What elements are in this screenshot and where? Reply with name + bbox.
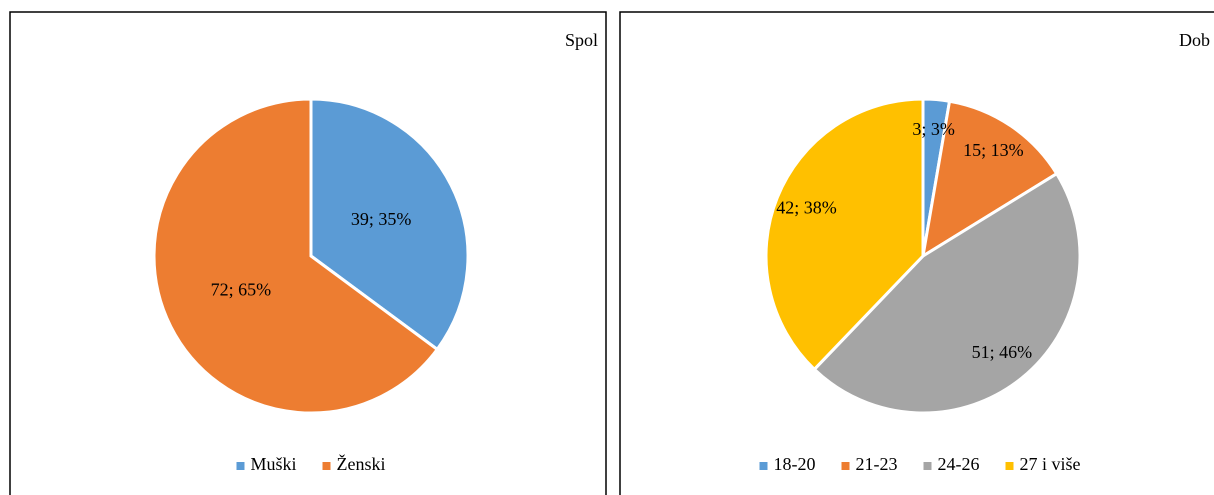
data-label: 39; 35% (351, 209, 412, 229)
legend-swatch (322, 462, 331, 470)
data-label: 42; 38% (776, 197, 837, 217)
legend-label: Ženski (337, 453, 386, 474)
chart-frame (619, 11, 1214, 495)
chart-frame (9, 11, 607, 495)
data-label: 15; 13% (963, 140, 1024, 160)
data-label: 51; 46% (972, 342, 1033, 362)
pie-slice (152, 97, 440, 415)
legend-label: 24-26 (938, 454, 980, 474)
data-label: 3; 3% (912, 119, 955, 139)
pie-slice (920, 99, 1059, 260)
chart-title: Spol (565, 30, 598, 50)
chart-title: Dob (1179, 30, 1210, 50)
legend-swatch (759, 462, 768, 470)
legend-swatch (236, 462, 245, 470)
legend-label: 27 i više (1020, 454, 1081, 474)
legend-swatch (1005, 462, 1014, 470)
legend-swatch (841, 462, 850, 470)
legend-label: 18-20 (774, 454, 816, 474)
pie-slice (764, 97, 925, 372)
legend-label: 21-23 (856, 454, 898, 474)
pie-slice (309, 97, 470, 352)
data-label: 72; 65% (211, 279, 272, 299)
legend-label: Muški (250, 454, 296, 474)
legend-swatch (923, 462, 932, 470)
pie-slice (812, 171, 1082, 415)
